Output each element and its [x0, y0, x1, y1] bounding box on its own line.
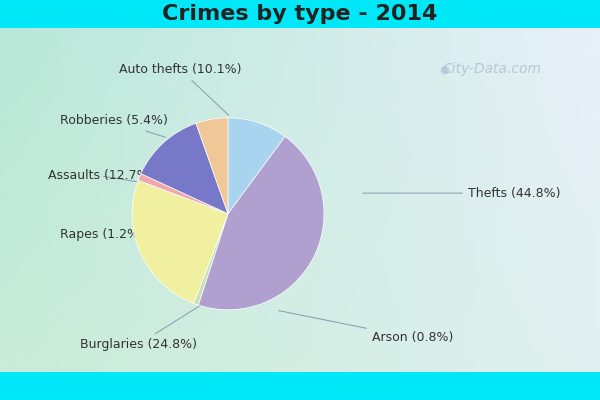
- Text: Rapes (1.2%): Rapes (1.2%): [60, 228, 159, 241]
- Text: Thefts (44.8%): Thefts (44.8%): [363, 187, 560, 200]
- Wedge shape: [228, 118, 285, 214]
- Wedge shape: [196, 118, 228, 214]
- Wedge shape: [194, 214, 228, 305]
- Text: Burglaries (24.8%): Burglaries (24.8%): [79, 305, 202, 351]
- Wedge shape: [132, 180, 228, 304]
- Text: Assaults (12.7%): Assaults (12.7%): [48, 170, 154, 182]
- Text: ●: ●: [439, 64, 449, 74]
- Wedge shape: [198, 136, 324, 310]
- Wedge shape: [141, 123, 228, 214]
- Text: Arson (0.8%): Arson (0.8%): [279, 311, 454, 344]
- Wedge shape: [138, 174, 228, 214]
- Text: Crimes by type - 2014: Crimes by type - 2014: [163, 4, 437, 24]
- Text: City-Data.com: City-Data.com: [442, 62, 542, 76]
- Text: Robberies (5.4%): Robberies (5.4%): [60, 114, 168, 137]
- Text: Auto thefts (10.1%): Auto thefts (10.1%): [119, 63, 241, 116]
